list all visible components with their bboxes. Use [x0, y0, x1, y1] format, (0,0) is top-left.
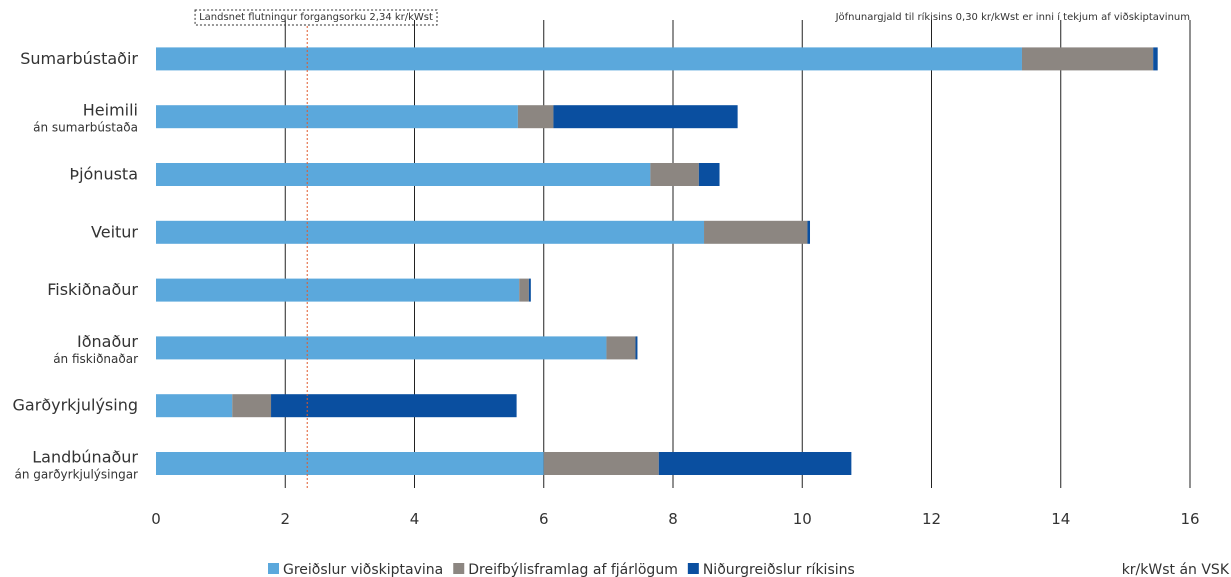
- bar-segment-3-row-1: [1153, 47, 1158, 71]
- category-label: Sumarbústaðir: [20, 49, 138, 68]
- bar-segment-1-row-4: [156, 220, 705, 244]
- bar-segment-3-row-8: [658, 452, 852, 475]
- reference-line-group: Landsnet flutningur forgangsorku 2,34 kr…: [194, 9, 438, 488]
- levy-note: Jöfnunargjald til ríkisins 0,30 kr/kWst …: [835, 11, 1190, 23]
- category-label: Fiskiðnaður: [47, 280, 138, 299]
- legend: Greiðslur viðskiptavina Dreifbýlisframlag…: [268, 562, 855, 577]
- bar-segment-2-row-8: [543, 452, 659, 475]
- bar-segment-1-row-1: [156, 47, 1022, 71]
- legend-swatch: [268, 563, 279, 574]
- bar-segment-1-row-8: [156, 452, 544, 475]
- category-sublabel: án fiskiðnaðar: [53, 352, 138, 366]
- bar-segment-1-row-7: [156, 394, 233, 418]
- bar-segment-2-row-7: [232, 394, 272, 418]
- reference-label-box: [194, 9, 438, 26]
- x-axis-ticks: 0 2 4 6 8 10 12 14 16: [151, 510, 1199, 528]
- bar-segment-2-row-5: [519, 278, 529, 302]
- x-tick-label: 2: [280, 510, 290, 528]
- x-tick-label: 12: [922, 510, 941, 528]
- bar-segment-2-row-3: [650, 163, 699, 186]
- legend-swatch: [687, 563, 699, 574]
- bar-segment-1-row-6: [156, 336, 607, 360]
- category-sublabel: án sumarbústaða: [33, 121, 138, 135]
- x-tick-label: 16: [1180, 510, 1199, 528]
- x-tick-label: 14: [1051, 510, 1070, 528]
- legend-label: Dreifbýlisframlag af fjárlögum: [468, 562, 678, 577]
- x-tick-label: 6: [539, 510, 549, 528]
- x-tick-label: 8: [668, 510, 678, 528]
- x-tick-label: 10: [793, 510, 812, 528]
- x-tick-label: 4: [410, 510, 420, 528]
- bar-segment-2-row-4: [704, 220, 808, 244]
- bar-segment-2-row-1: [1021, 47, 1154, 71]
- category-label: Iðnaður: [77, 332, 138, 351]
- legend-label: Greiðslur viðskiptavina: [283, 562, 443, 577]
- category-sublabel: án garðyrkjulýsingar: [15, 468, 139, 482]
- bar-segment-1-row-2: [156, 105, 518, 129]
- bar-segment-2-row-6: [606, 336, 636, 360]
- category-label: Þjónusta: [69, 165, 138, 184]
- bar-segment-3-row-2: [553, 105, 738, 129]
- bar-segment-2-row-2: [517, 105, 554, 129]
- bar-segment-1-row-3: [156, 163, 651, 186]
- bar-segment-1-row-5: [156, 278, 520, 302]
- bar-segment-3-row-6: [635, 336, 638, 360]
- reference-line-label: Landsnet flutningur forgangsorku 2,34 kr…: [199, 12, 433, 23]
- bar-segment-3-row-7: [271, 394, 517, 418]
- category-label: Heimili: [83, 101, 138, 120]
- bars: [156, 47, 1158, 475]
- bar-segment-3-row-4: [807, 220, 811, 244]
- category-label: Garðyrkjulýsing: [13, 396, 138, 415]
- bar-segment-3-row-5: [528, 278, 531, 302]
- x-tick-label: 0: [151, 510, 161, 528]
- grid-lines: [284, 20, 1191, 488]
- legend-swatch: [453, 563, 465, 574]
- legend-label: Niðurgreiðslur ríkisins: [703, 562, 855, 577]
- category-label: Veitur: [91, 222, 138, 241]
- bar-segment-3-row-3: [698, 163, 720, 186]
- x-axis-unit-label: kr/kWst án VSK: [1122, 562, 1230, 577]
- category-label: Landbúnaður: [32, 448, 138, 467]
